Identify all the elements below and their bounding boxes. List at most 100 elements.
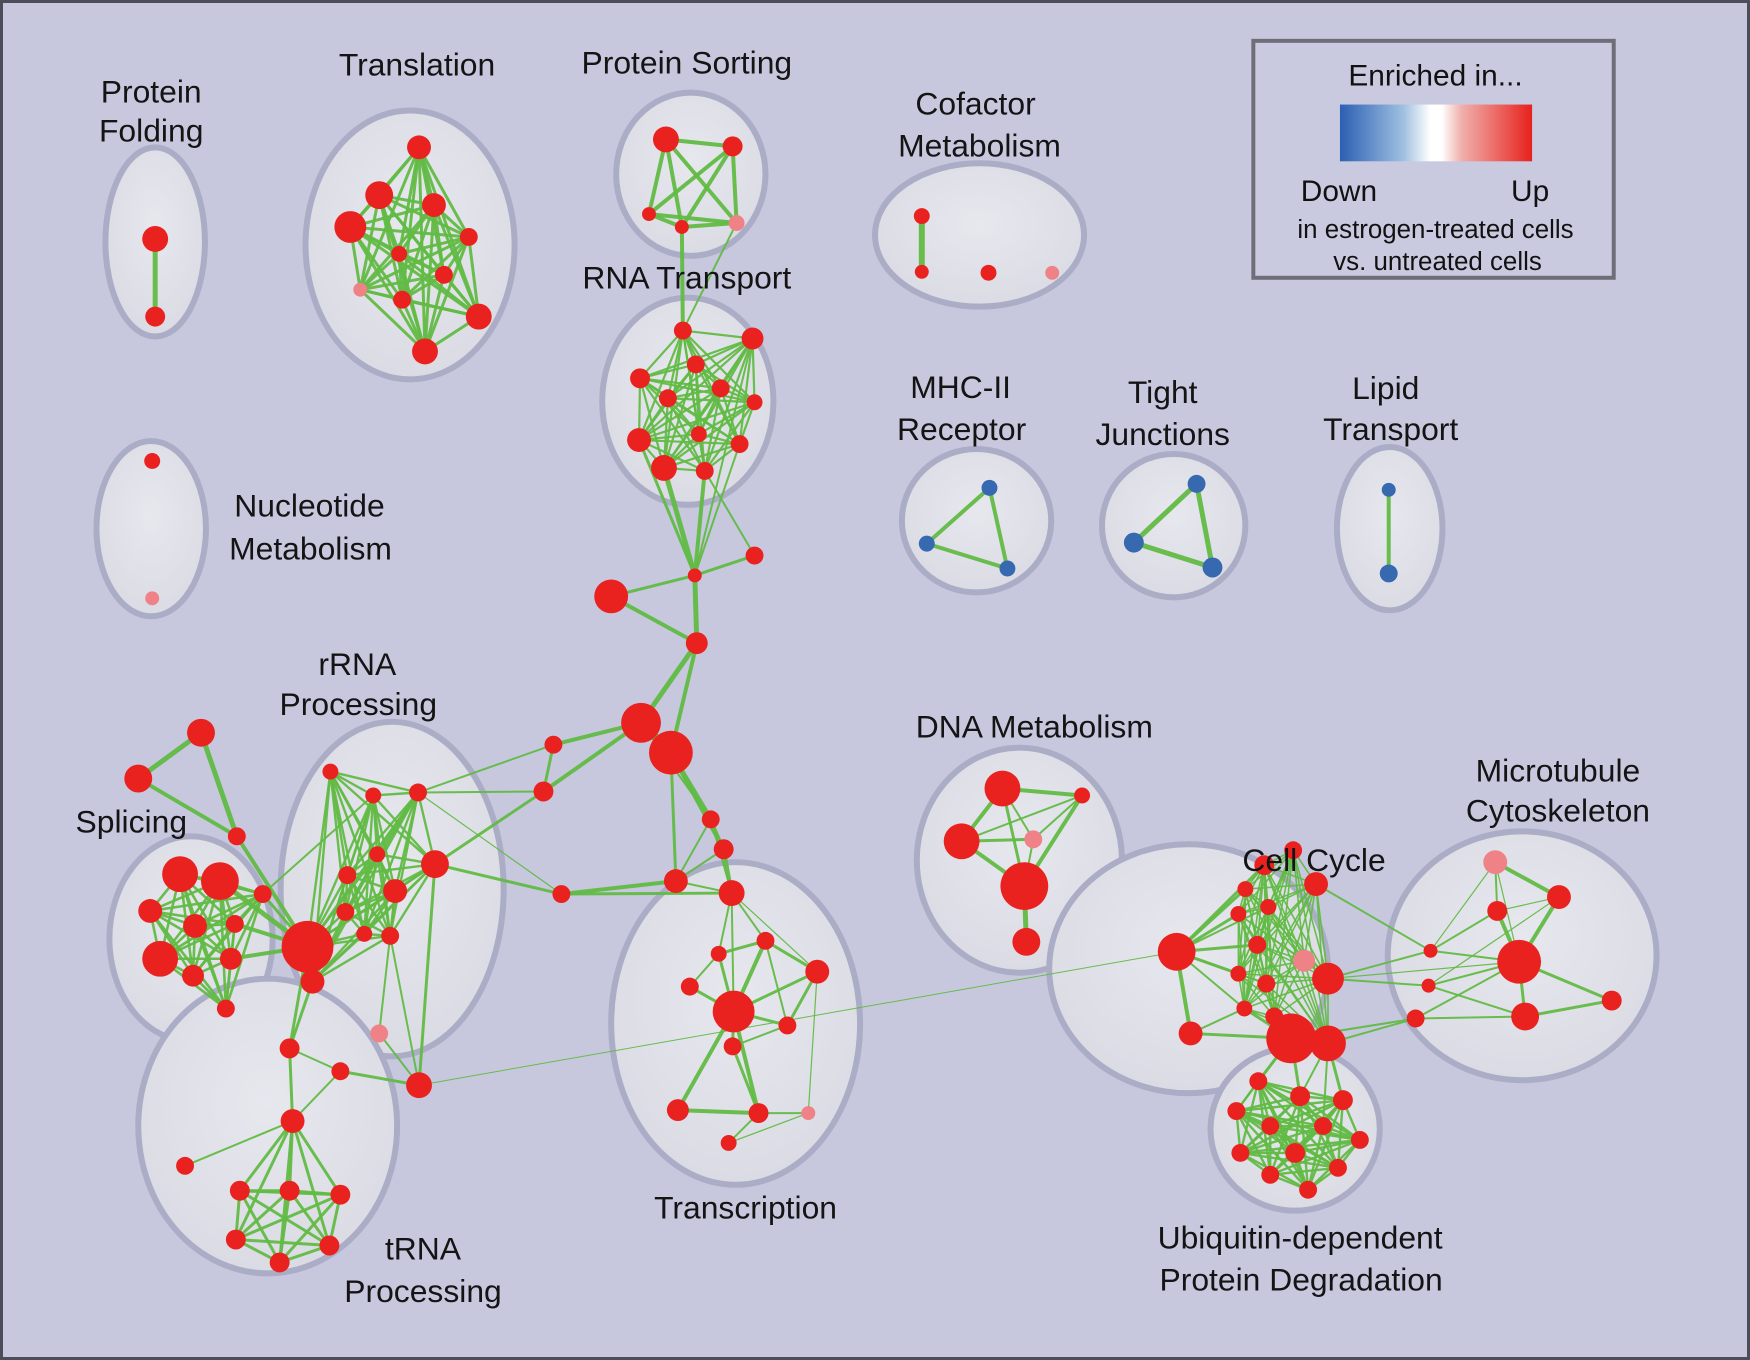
- network-edge-r1-r2: [329, 770, 375, 797]
- network-edge-cc6-cc7: [1237, 883, 1317, 915]
- network-edge-rt2-rt10: [738, 337, 754, 446]
- network-edge-ub3-ub10: [1336, 1098, 1345, 1170]
- cluster-label-transcription: Transcription: [654, 1190, 837, 1226]
- network-node-r14: [300, 969, 325, 994]
- network-node-h4: [685, 632, 708, 655]
- network-edge-tx4-tx8: [731, 892, 818, 973]
- legend: Enriched in... Down Up in estrogen-treat…: [1251, 38, 1616, 280]
- network-edge-cc6-cc15: [1273, 883, 1317, 1018]
- network-node-cc7: [1230, 905, 1247, 922]
- network-edge-cc5-cc11: [1237, 888, 1247, 975]
- network-edge-rt4-rt7: [638, 377, 756, 404]
- cluster-label-tight-junctions-line1: Tight: [1128, 374, 1198, 410]
- network-edge-b3-mt6: [1414, 1015, 1527, 1020]
- network-node-dm4: [1024, 830, 1043, 849]
- network-node-ub9: [1285, 1142, 1306, 1163]
- network-edge-rt11-h1: [661, 465, 698, 578]
- network-edge-tn4-tn7: [288, 1189, 331, 1247]
- network-node-h2: [745, 546, 764, 565]
- cluster-label-rrna-processing-line2: Processing: [280, 686, 438, 722]
- network-edge-ps5-rt1: [681, 222, 738, 332]
- network-edge-r3-c1: [417, 791, 562, 895]
- network-edge-ps4-ps5: [679, 221, 739, 229]
- network-edge-rt1-rt2: [681, 329, 754, 340]
- network-edge-r3-r4: [346, 791, 420, 877]
- network-node-tr3: [422, 193, 446, 218]
- network-node-rt3: [686, 355, 705, 374]
- network-edge-cc4-cc15: [1273, 849, 1294, 1018]
- network-node-nm2: [145, 591, 160, 606]
- network-edge-cc4-cc17: [1292, 849, 1329, 1045]
- network-edge-rt2-rt6: [666, 337, 754, 400]
- network-node-rt11: [650, 454, 677, 481]
- network-node-mh2: [918, 535, 935, 552]
- network-edge-rt9-rt10: [637, 438, 741, 446]
- network-node-cc8: [1260, 899, 1277, 915]
- cluster-label-mhc-ii-receptor-line1: MHC-II: [910, 369, 1011, 405]
- network-edge-rt7-rt9: [637, 401, 756, 442]
- network-edge-tx15-tx16: [728, 1112, 809, 1144]
- network-edge-tn4-tn6: [234, 1189, 292, 1242]
- network-edge-tj2-tj3: [1131, 540, 1215, 570]
- network-node-sp4: [183, 913, 207, 938]
- network-node-mt5: [1601, 990, 1622, 1011]
- network-edge-ub4-ub11: [1235, 1109, 1272, 1177]
- network-node-sp3: [138, 899, 163, 923]
- network-edge-rt4-rt12: [638, 377, 706, 473]
- legend-title: Enriched in...: [1348, 60, 1522, 93]
- network-edge-tn1-tn3: [238, 1119, 295, 1193]
- network-edge-r1-r5: [306, 770, 332, 949]
- network-edge-sp8-sp9: [229, 892, 265, 961]
- network-node-r5: [281, 920, 334, 973]
- network-node-cc5: [1237, 881, 1254, 898]
- network-node-h9: [701, 810, 720, 829]
- network-edge-ps3-ps5: [647, 212, 739, 226]
- network-node-mt1: [1483, 850, 1508, 875]
- network-node-rt8: [690, 426, 707, 443]
- network-node-sp5: [225, 914, 244, 933]
- network-node-tr10: [465, 303, 492, 330]
- network-node-dm2: [1074, 787, 1091, 804]
- network-node-cc17: [1310, 1025, 1346, 1062]
- cluster-label-lipid-transport-line2: Transport: [1323, 411, 1458, 447]
- network-edge-tr5-tr8: [358, 235, 471, 292]
- network-node-sp8: [219, 947, 242, 970]
- network-edge-rt5-rt9: [637, 387, 722, 442]
- network-edge-dm2-dm3: [960, 794, 1084, 843]
- network-node-cc9: [1293, 949, 1316, 972]
- cluster-label-translation: Translation: [339, 47, 495, 83]
- cluster-label-splicing: Splicing: [76, 803, 188, 839]
- network-node-tr7: [434, 265, 453, 284]
- network-node-tn5: [330, 1184, 351, 1205]
- network-edge-rt4-rt5: [638, 377, 722, 390]
- network-edge-dm2-dm4: [1032, 794, 1084, 841]
- network-edge-r6-r11: [388, 862, 437, 938]
- network-edge-tr6-tr10: [397, 252, 481, 319]
- network-edge-cc5-cc17: [1244, 888, 1329, 1045]
- network-node-cc2: [1178, 1021, 1203, 1046]
- network-edge-rt10-rt11: [662, 442, 741, 470]
- network-node-r7: [369, 846, 386, 863]
- network-node-mt6: [1511, 1002, 1540, 1031]
- network-node-r10: [356, 925, 373, 942]
- network-edge-sp9-sp10: [224, 892, 265, 1010]
- network-node-tn8: [269, 1252, 290, 1273]
- network-node-tn7: [319, 1235, 340, 1256]
- network-node-sp2: [200, 862, 239, 901]
- network-edge-mt5-mt6: [1523, 999, 1614, 1019]
- network-node-r6: [421, 850, 449, 879]
- network-edge-r13-r6: [417, 862, 437, 1087]
- network-edge-r1-r6: [329, 770, 437, 866]
- network-node-ub11: [1261, 1165, 1280, 1184]
- legend-note-line2: vs. untreated cells: [1333, 248, 1542, 276]
- network-node-tx8: [805, 959, 830, 984]
- network-edge-cc4-cc9: [1292, 849, 1305, 962]
- network-edge-tn1-tn5: [291, 1119, 342, 1197]
- network-node-rt2: [741, 327, 764, 350]
- network-edge-r16-r13: [338, 1069, 421, 1087]
- network-node-tx16: [720, 1134, 737, 1151]
- network-edge-c1-tx3: [559, 879, 678, 897]
- network-node-tx13: [666, 1099, 689, 1122]
- cluster-label-nucleotide-metabolism-line2: Metabolism: [229, 531, 392, 567]
